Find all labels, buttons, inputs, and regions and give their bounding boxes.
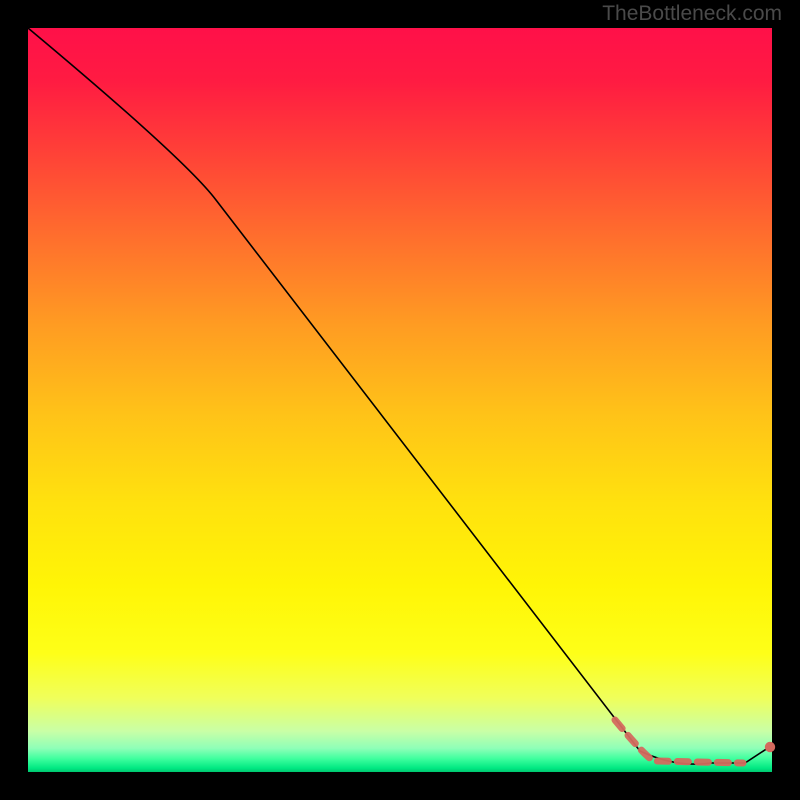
bottleneck-chart: TheBottleneck.com bbox=[0, 0, 800, 800]
plot-background bbox=[28, 28, 772, 772]
chart-canvas bbox=[0, 0, 800, 800]
highlight-end-marker bbox=[765, 742, 775, 752]
attribution-label: TheBottleneck.com bbox=[602, 2, 782, 26]
